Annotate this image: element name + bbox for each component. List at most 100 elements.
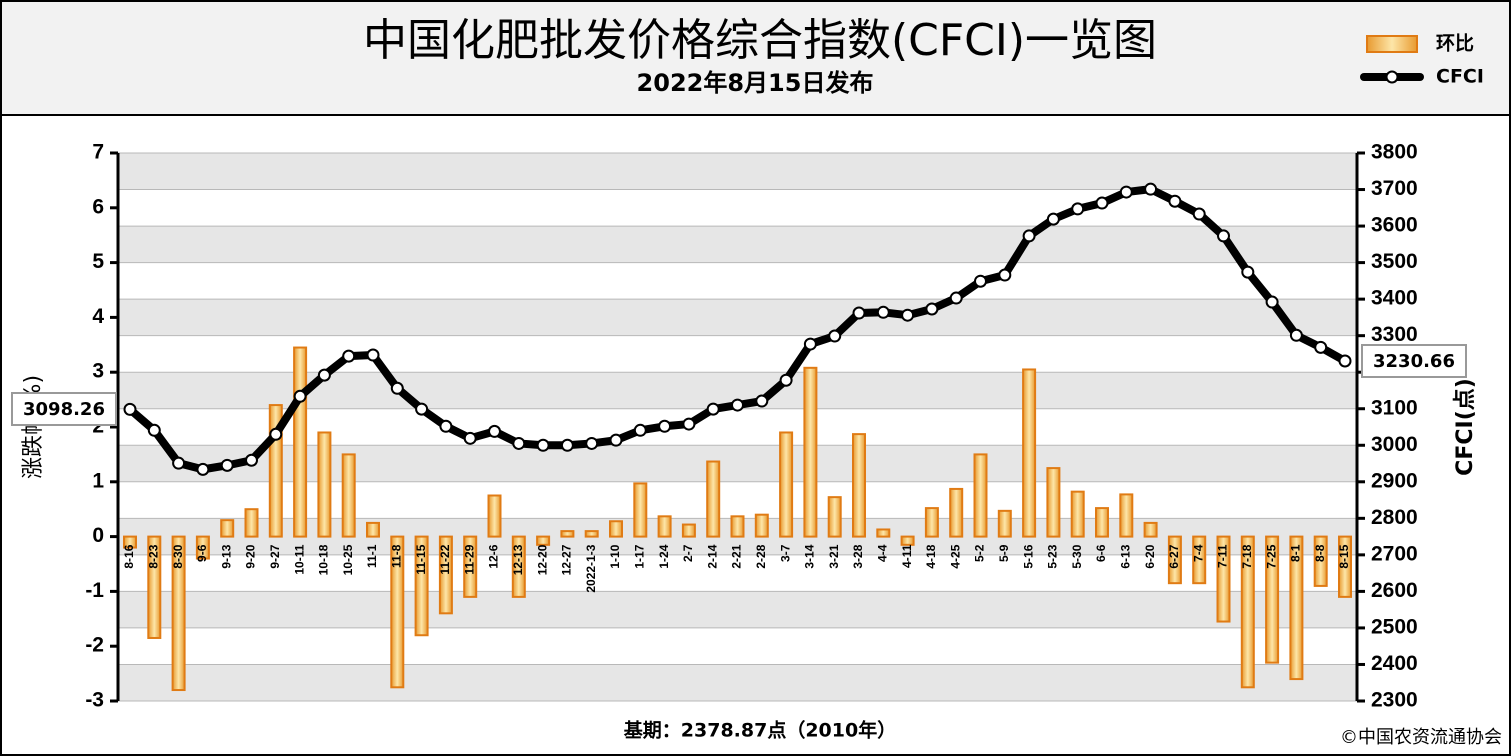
x-tick-label: 5-16 (1021, 544, 1035, 568)
cfci-point (1022, 229, 1036, 243)
bar (924, 507, 939, 538)
x-tick-label: 9-27 (268, 544, 282, 568)
cfci-point (609, 433, 623, 447)
bar (123, 535, 137, 549)
cfci-point (512, 436, 526, 450)
x-tick-label: 3-7 (778, 544, 792, 562)
y2-tick-label: 2600 (1371, 579, 1418, 602)
bar (536, 535, 551, 546)
x-tick-label: 5-23 (1046, 544, 1060, 568)
x-tick-label: 9-6 (195, 544, 209, 562)
chart-subtitle: 2022年8月15日发布 (637, 69, 874, 97)
header (0, 0, 1511, 116)
y-tick-label: 1 (92, 469, 104, 492)
chart-title: 中国化肥批发价格综合指数(CFCI)一览图 (363, 15, 1157, 66)
cfci-point (755, 394, 769, 408)
cfci-point (147, 423, 161, 437)
x-tick-label: 11-8 (389, 544, 403, 568)
cfci-point (998, 268, 1012, 282)
cfci-point (803, 337, 817, 351)
cfci-point (415, 402, 429, 416)
bar (852, 433, 866, 538)
cfci-point (682, 417, 696, 431)
bar (633, 482, 648, 538)
x-tick-label: 2-7 (681, 544, 695, 562)
y-tick-label: 3 (92, 360, 104, 383)
x-tick-label: 5-9 (997, 544, 1011, 562)
bar (293, 346, 308, 538)
x-tick-label: 2-28 (754, 544, 768, 568)
cfci-point (706, 402, 720, 416)
x-tick-label: 7-25 (1264, 544, 1278, 568)
bar (1289, 535, 1304, 681)
bar (195, 535, 210, 560)
x-tick-label: 10-18 (317, 544, 331, 575)
bar (511, 535, 526, 598)
cfci-point (342, 349, 356, 363)
x-tick-label: 6-13 (1118, 544, 1132, 568)
grid-band (118, 153, 1357, 190)
cfci-point (220, 458, 234, 472)
cfci-point (488, 424, 501, 438)
cfci-point (852, 306, 866, 320)
bar (706, 460, 721, 538)
cfci-point (1144, 182, 1158, 196)
y2-tick-label: 2300 (1371, 689, 1418, 712)
x-tick-label: 6-27 (1167, 544, 1181, 568)
cfci-point (1119, 185, 1133, 199)
cfci-point (1314, 340, 1328, 354)
cfci-point (779, 373, 793, 387)
x-tick-label: 9-13 (219, 544, 233, 568)
x-tick-label: 8-8 (1313, 544, 1327, 562)
cfci-point (269, 427, 283, 441)
x-tick-label: 7-11 (1216, 544, 1230, 568)
bar (487, 494, 502, 538)
value-label: 3098.26 (23, 399, 105, 420)
bar (1240, 535, 1255, 689)
cfci-point (463, 431, 477, 445)
bar (171, 535, 186, 692)
bar (1338, 535, 1352, 598)
bar (1143, 521, 1158, 538)
bar (949, 487, 964, 538)
bar (341, 453, 356, 538)
x-tick-label: 1-10 (608, 544, 622, 568)
x-tick-label: 11-15 (414, 544, 428, 574)
y-tick-label: 7 (92, 141, 104, 164)
bar (463, 535, 478, 598)
bar (390, 535, 405, 689)
bar (1216, 535, 1231, 623)
cfci-point (1338, 354, 1352, 368)
cfci-point (1192, 207, 1206, 221)
cfci-point (293, 389, 307, 403)
cfci-point (390, 381, 404, 395)
cfci-point (317, 368, 331, 382)
cfci-point (876, 305, 890, 319)
y2-tick-label: 2400 (1371, 652, 1418, 675)
bar (220, 519, 235, 538)
bar (438, 535, 453, 615)
y2-tick-label: 3100 (1371, 396, 1418, 419)
y2-tick-label: 3700 (1371, 177, 1418, 200)
x-tick-label: 6-20 (1143, 544, 1157, 568)
cfci-point (1095, 196, 1109, 210)
cfci-point (585, 436, 599, 450)
value-label-box (1361, 344, 1467, 378)
y2-tick-label: 2800 (1371, 506, 1418, 529)
bar (730, 515, 745, 538)
bar (1167, 535, 1182, 585)
x-tick-label: 11-1 (365, 544, 379, 568)
bar (1095, 507, 1109, 538)
y-tick-label: 2 (92, 415, 104, 438)
cfci-point (949, 291, 963, 305)
bar (1046, 467, 1061, 538)
bar (1313, 535, 1328, 587)
bar (366, 521, 380, 538)
legend-label: CFCI (1436, 66, 1484, 88)
grid-band (118, 664, 1357, 701)
bar (803, 366, 818, 538)
bar (609, 520, 623, 538)
cfci-point (536, 438, 550, 452)
legend-swatch (1366, 35, 1418, 53)
cfci-point (245, 453, 258, 467)
